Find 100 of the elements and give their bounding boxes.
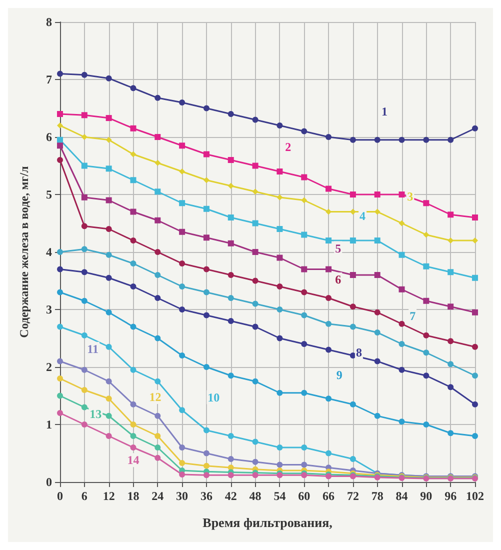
point xyxy=(130,208,136,215)
point xyxy=(57,289,63,296)
point xyxy=(203,312,210,318)
point xyxy=(130,422,136,428)
series-label: 13 xyxy=(90,407,102,422)
point xyxy=(326,396,332,402)
point xyxy=(423,136,430,143)
x-tick-label: 60 xyxy=(298,489,310,503)
point xyxy=(472,372,478,379)
x-tick-label: 48 xyxy=(249,489,262,503)
point xyxy=(57,324,63,330)
point xyxy=(228,157,234,163)
point xyxy=(350,136,356,143)
point xyxy=(423,332,430,338)
point xyxy=(252,188,258,195)
point xyxy=(57,358,63,364)
point xyxy=(203,462,210,469)
point xyxy=(228,214,234,220)
point xyxy=(448,430,454,436)
x-tick-label: 6 xyxy=(81,489,88,503)
point xyxy=(448,212,454,218)
point xyxy=(423,422,430,428)
point xyxy=(106,412,112,419)
point xyxy=(301,197,308,204)
point xyxy=(106,274,112,281)
point xyxy=(301,462,308,468)
point xyxy=(350,456,356,462)
y-tick-label: 7 xyxy=(46,72,52,86)
point xyxy=(350,324,356,330)
y-tick-label: 1 xyxy=(46,418,52,432)
point xyxy=(301,232,308,238)
point xyxy=(106,378,112,384)
point xyxy=(106,197,112,204)
point xyxy=(179,100,186,106)
point xyxy=(179,352,186,358)
point xyxy=(448,338,454,344)
x-tick-label: 66 xyxy=(322,489,335,503)
point xyxy=(472,433,478,439)
series-label: 5 xyxy=(335,241,342,256)
point xyxy=(326,295,332,301)
point xyxy=(448,136,454,143)
y-tick-label: 0 xyxy=(46,475,52,489)
point xyxy=(350,304,356,310)
point xyxy=(57,70,63,77)
point xyxy=(81,112,88,118)
point xyxy=(179,142,186,149)
point xyxy=(374,330,380,336)
point xyxy=(106,309,112,316)
point xyxy=(203,427,210,434)
point xyxy=(81,387,88,393)
point xyxy=(228,182,234,189)
point xyxy=(130,401,136,408)
series-label: 8 xyxy=(356,346,362,360)
point xyxy=(57,410,63,416)
x-tick-label: 18 xyxy=(127,489,140,503)
point xyxy=(374,358,380,364)
x-tick-label: 42 xyxy=(224,489,237,503)
point xyxy=(154,249,161,255)
point xyxy=(252,278,258,284)
point xyxy=(154,378,161,384)
point xyxy=(350,401,356,408)
point xyxy=(301,266,308,272)
point xyxy=(179,200,186,206)
point xyxy=(228,111,234,117)
point xyxy=(374,238,380,244)
point xyxy=(398,418,405,425)
point xyxy=(81,298,88,304)
x-tick-label: 78 xyxy=(371,489,384,503)
point xyxy=(276,390,283,396)
point xyxy=(374,272,380,278)
point xyxy=(276,284,283,290)
point xyxy=(276,226,283,232)
series-label: 4 xyxy=(360,208,366,223)
point xyxy=(154,188,161,195)
point xyxy=(326,320,332,327)
point xyxy=(398,220,405,226)
point xyxy=(203,472,210,478)
point xyxy=(448,269,454,276)
y-tick-label: 5 xyxy=(46,188,52,202)
point xyxy=(472,238,478,244)
point xyxy=(228,372,234,379)
point xyxy=(179,260,186,266)
point xyxy=(374,192,380,198)
point xyxy=(106,136,112,143)
point xyxy=(154,272,161,278)
point xyxy=(203,450,210,456)
point xyxy=(57,136,63,143)
point xyxy=(448,304,454,310)
series-label: 10 xyxy=(208,390,220,404)
point xyxy=(374,136,380,143)
x-tick-label: 102 xyxy=(466,489,484,503)
point xyxy=(398,320,405,327)
point xyxy=(57,142,63,149)
point xyxy=(398,286,405,292)
point xyxy=(252,324,258,330)
point xyxy=(203,177,210,184)
point xyxy=(81,422,88,428)
point xyxy=(106,344,112,350)
point xyxy=(154,160,161,166)
point xyxy=(106,252,112,258)
